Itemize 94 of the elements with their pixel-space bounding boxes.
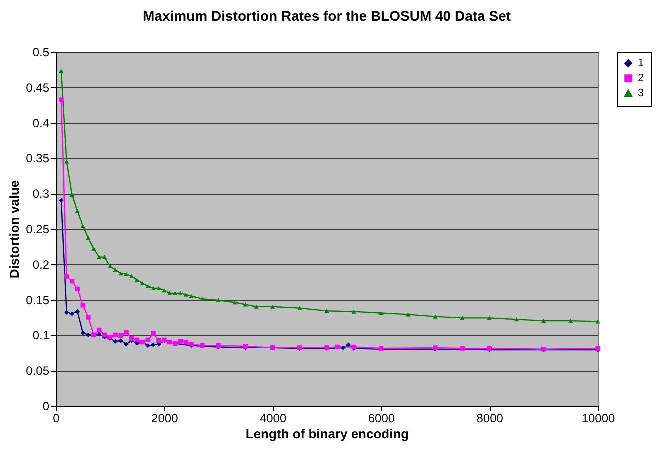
point	[140, 281, 146, 286]
point	[433, 314, 438, 319]
point	[335, 344, 340, 350]
point	[124, 330, 129, 335]
y-tick-label: 0.5	[32, 46, 50, 60]
point	[64, 274, 70, 279]
point	[113, 332, 118, 338]
point	[102, 255, 108, 260]
y-tick-label: 0.25	[26, 222, 50, 236]
point	[596, 320, 600, 324]
point	[118, 272, 124, 276]
y-tick-label: 0.15	[26, 293, 50, 308]
y-tick-label: 0	[42, 400, 50, 414]
point	[167, 291, 172, 296]
point	[156, 286, 162, 291]
point	[70, 279, 75, 284]
point	[130, 274, 134, 278]
point	[172, 291, 178, 296]
x-tick-label: 2000	[152, 412, 179, 426]
point	[352, 310, 356, 314]
point	[346, 342, 352, 348]
point	[80, 330, 86, 336]
x-tick-label: 6000	[368, 412, 396, 426]
point	[118, 334, 124, 338]
point	[151, 342, 156, 348]
point	[243, 302, 248, 307]
y-tick-label: 0.45	[26, 80, 50, 95]
point	[146, 284, 150, 288]
point	[97, 255, 102, 260]
point	[151, 331, 156, 336]
legend-label: 2	[638, 72, 644, 84]
point	[97, 328, 102, 333]
x-axis-title: Length of binary encoding	[246, 426, 410, 442]
y-tick-label: 0.1	[32, 328, 50, 343]
point	[97, 332, 102, 337]
legend-label: 3	[638, 88, 644, 100]
legend-label: 1	[638, 58, 644, 70]
point	[124, 272, 129, 276]
point	[146, 343, 150, 348]
y-tick-label: 0.4	[32, 116, 50, 130]
y-axis-title: Distortion value	[7, 180, 22, 279]
point	[64, 160, 70, 164]
point	[167, 340, 172, 345]
point	[324, 309, 330, 314]
point	[92, 246, 96, 251]
point	[270, 304, 276, 309]
x-tick-label: 0	[53, 412, 60, 426]
point	[64, 310, 70, 315]
point	[156, 338, 162, 344]
point	[340, 346, 346, 350]
point	[216, 298, 221, 303]
point	[298, 306, 302, 310]
point	[113, 339, 118, 344]
point	[80, 303, 86, 308]
y-tick-label: 0.35	[26, 152, 50, 166]
point	[541, 319, 546, 324]
point	[200, 343, 205, 348]
x-tick-label: 10000	[582, 412, 616, 426]
point	[134, 278, 140, 282]
point	[184, 340, 188, 345]
x-tick-label: 8000	[476, 412, 504, 426]
point	[184, 292, 188, 297]
point	[86, 332, 91, 338]
chart-title: Maximum Distortion Rates for the BLOSUM 40 Data Set	[143, 8, 512, 24]
point	[134, 338, 140, 342]
point	[178, 291, 184, 296]
y-tick-label: 0.3	[32, 187, 50, 202]
point	[118, 338, 124, 344]
x-tick-label: 4000	[260, 412, 287, 426]
point	[406, 312, 411, 317]
point	[146, 338, 150, 342]
point	[460, 346, 465, 351]
point	[162, 288, 167, 293]
point	[70, 312, 75, 316]
point	[59, 69, 64, 74]
point	[514, 318, 520, 322]
point	[200, 297, 205, 302]
point	[568, 319, 574, 324]
y-tick-label: 0.05	[26, 364, 50, 378]
point	[130, 336, 134, 342]
point	[232, 300, 238, 305]
point	[254, 304, 259, 309]
point	[75, 309, 80, 314]
point	[86, 315, 91, 320]
point	[113, 268, 118, 272]
point	[378, 311, 384, 316]
point	[75, 209, 80, 214]
point	[59, 98, 64, 102]
point	[178, 339, 184, 344]
y-tick-label: 0.2	[32, 258, 50, 272]
point	[189, 294, 194, 298]
point	[124, 342, 129, 347]
point	[151, 286, 156, 291]
point	[75, 286, 80, 292]
